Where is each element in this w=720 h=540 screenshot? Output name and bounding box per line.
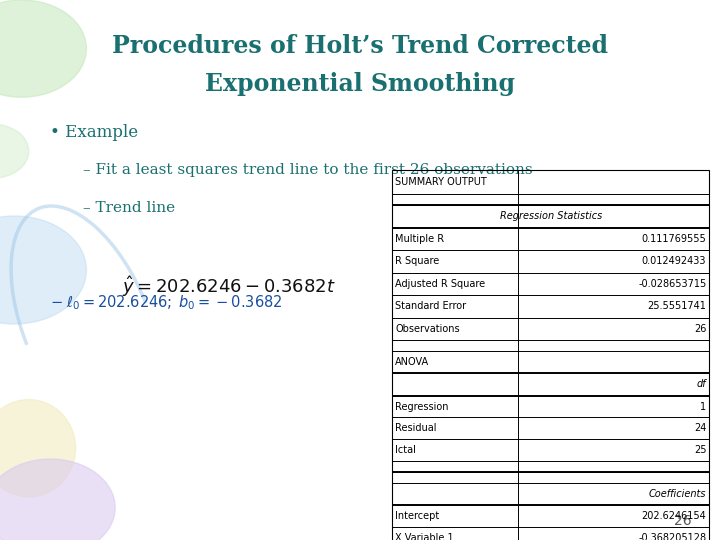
- Circle shape: [0, 459, 115, 540]
- Text: Exponential Smoothing: Exponential Smoothing: [205, 72, 515, 96]
- Text: SUMMARY OUTPUT: SUMMARY OUTPUT: [395, 177, 487, 187]
- Text: Multiple R: Multiple R: [395, 234, 444, 244]
- Text: 26: 26: [694, 324, 706, 334]
- Text: X Variable 1: X Variable 1: [395, 533, 454, 540]
- Text: df: df: [697, 380, 706, 389]
- Text: Regression: Regression: [395, 402, 449, 411]
- Text: – Trend line: – Trend line: [83, 201, 175, 215]
- Text: 25.5551741: 25.5551741: [647, 301, 706, 311]
- Text: Adjusted R Square: Adjusted R Square: [395, 279, 485, 289]
- Text: ANOVA: ANOVA: [395, 357, 429, 367]
- Circle shape: [0, 0, 86, 97]
- Text: 202.6246154: 202.6246154: [642, 511, 706, 521]
- Bar: [392, 170, 709, 540]
- Circle shape: [0, 216, 86, 324]
- Text: $-\;\ell_0 = 202.6246;\; b_0 = -0.3682$: $-\;\ell_0 = 202.6246;\; b_0 = -0.3682$: [50, 293, 283, 312]
- Text: Regression Statistics: Regression Statistics: [500, 211, 602, 221]
- Text: -0.368205128: -0.368205128: [638, 533, 706, 540]
- Text: Residual: Residual: [395, 423, 437, 434]
- Text: Ictal: Ictal: [395, 446, 416, 455]
- Text: 1: 1: [700, 402, 706, 411]
- Text: $\hat{y} = 202.6246 - 0.3682t$: $\hat{y} = 202.6246 - 0.3682t$: [122, 274, 336, 299]
- Text: 0.012492433: 0.012492433: [642, 256, 706, 266]
- Ellipse shape: [0, 400, 76, 497]
- Text: 24: 24: [694, 423, 706, 434]
- Text: Coefficients: Coefficients: [649, 489, 706, 499]
- Text: R Square: R Square: [395, 256, 439, 266]
- Circle shape: [0, 124, 29, 178]
- Text: Observations: Observations: [395, 324, 460, 334]
- Text: Standard Error: Standard Error: [395, 301, 467, 311]
- Text: 26: 26: [674, 514, 691, 528]
- Text: Intercept: Intercept: [395, 511, 439, 521]
- Text: Procedures of Holt’s Trend Corrected: Procedures of Holt’s Trend Corrected: [112, 34, 608, 58]
- Text: – Fit a least squares trend line to the first 26 observations: – Fit a least squares trend line to the …: [83, 163, 532, 177]
- Text: 0.111769555: 0.111769555: [642, 234, 706, 244]
- Text: • Example: • Example: [50, 124, 138, 141]
- Text: -0.028653715: -0.028653715: [638, 279, 706, 289]
- Text: 25: 25: [694, 446, 706, 455]
